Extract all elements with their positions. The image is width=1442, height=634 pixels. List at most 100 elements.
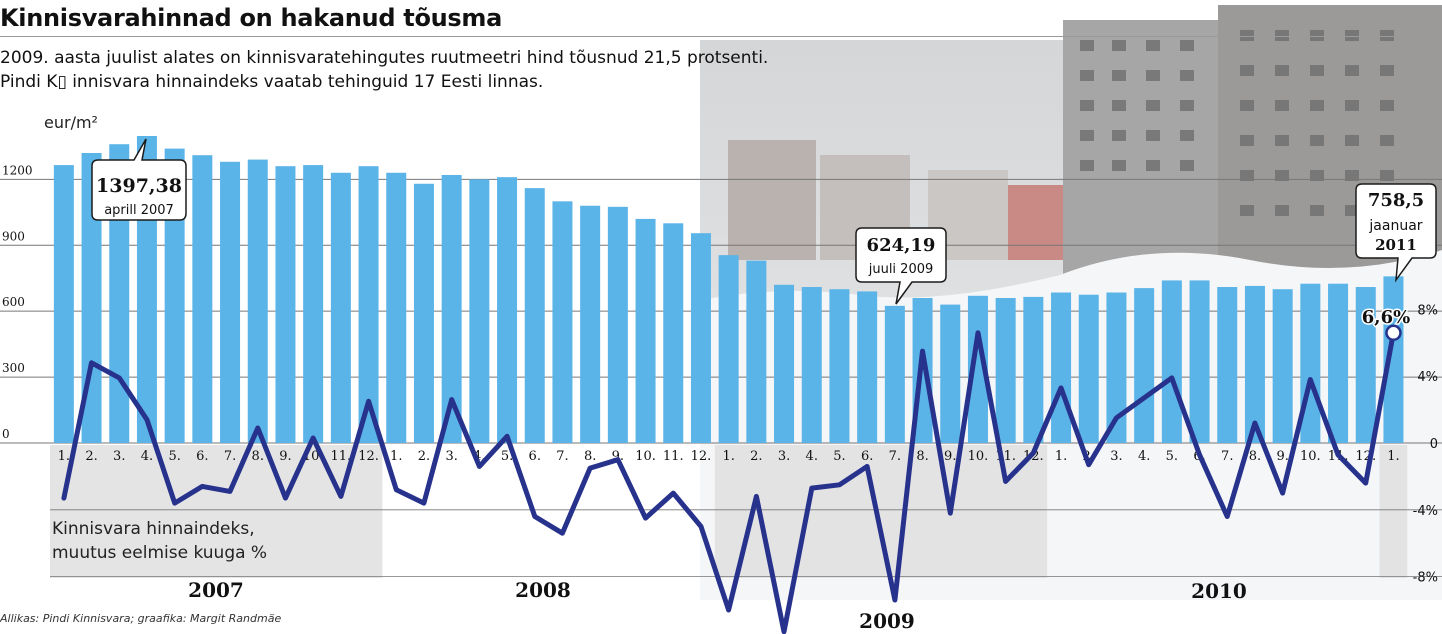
bar-20 <box>607 206 628 443</box>
year-band-1 <box>714 445 1048 578</box>
left-tick-1: 300 <box>2 361 25 375</box>
bar-42 <box>1217 287 1238 443</box>
bar-39 <box>1134 288 1155 443</box>
month-label-19: 8. <box>584 449 596 464</box>
bar-26 <box>774 284 795 443</box>
callout-min-label: juuli 2009 <box>868 262 934 277</box>
month-label-36: 1. <box>1055 449 1067 464</box>
callout-max: 1397,38 aprill 2007 <box>91 138 187 221</box>
bar-11 <box>358 166 379 444</box>
bar-0 <box>53 165 74 443</box>
month-label-33: 10. <box>968 449 989 464</box>
month-label-3: 4. <box>141 449 153 464</box>
month-label-24: 1. <box>722 449 734 464</box>
month-label-27: 4. <box>806 449 818 464</box>
bar-30 <box>884 305 905 443</box>
subtitle-line-1: 2009. aasta juulist alates on kinnisvara… <box>0 48 769 68</box>
month-label-17: 6. <box>529 449 541 464</box>
year-label-2007: 2007 <box>188 578 244 602</box>
latest-change-marker <box>1385 324 1402 342</box>
month-label-48: 1. <box>1387 449 1399 464</box>
bar-17 <box>524 188 545 443</box>
bar-34 <box>995 297 1016 443</box>
month-label-39: 4. <box>1138 449 1150 464</box>
line-series-label-1: Kinnisvara hinnaindeks, <box>52 519 255 539</box>
bar-18 <box>552 201 573 443</box>
bar-7 <box>247 159 268 443</box>
month-labels: 1. 2. 3. 4. 5. 6. 7. 8. 9. 10. 11. 12. 1. 2. 3. 4. 5. 6. 7… <box>58 449 1400 464</box>
callout-latest-value: 758,5 <box>1368 190 1424 211</box>
bar-27 <box>801 287 822 443</box>
month-label-1: 2. <box>85 449 97 464</box>
month-label-23: 12. <box>691 449 712 464</box>
month-label-12: 1. <box>390 449 402 464</box>
callout-min-value: 624,19 <box>867 235 936 256</box>
index-change-line <box>61 330 1396 634</box>
bar-28 <box>829 289 850 443</box>
bar-43 <box>1244 285 1265 443</box>
year-label-2009: 2009 <box>859 609 915 633</box>
line-series-label-2: muutus eelmise kuuga % <box>52 543 267 563</box>
bar-38 <box>1106 292 1127 443</box>
unit-label: eur/m² <box>44 113 98 132</box>
left-tick-0: 0 <box>2 427 10 441</box>
year-label-2010: 2010 <box>1191 579 1247 603</box>
bar-19 <box>580 205 601 443</box>
month-label-40: 5. <box>1166 449 1178 464</box>
left-axis: 0 300 600 900 1200 <box>2 163 33 441</box>
right-tick-1: 4% <box>1417 370 1438 385</box>
year-labels: 2007 2008 2009 2010 <box>188 578 1247 633</box>
month-label-10: 11. <box>331 449 352 464</box>
right-tick-4: -8% <box>1413 571 1438 586</box>
callout-max-label: aprill 2007 <box>104 203 174 218</box>
month-label-30: 7. <box>889 449 901 464</box>
callout-latest-label-1: jaanuar <box>1368 218 1422 234</box>
bar-41 <box>1189 280 1210 443</box>
bar-24 <box>718 255 739 443</box>
bar-37 <box>1078 294 1099 443</box>
bar-14 <box>441 174 462 443</box>
bar-32 <box>940 304 961 443</box>
month-label-26: 3. <box>778 449 790 464</box>
bar-5 <box>192 155 213 443</box>
bar-40 <box>1161 280 1182 443</box>
bar-36 <box>1051 292 1072 443</box>
month-label-29: 6. <box>861 449 873 464</box>
right-tick-3: -4% <box>1413 504 1438 519</box>
bar-10 <box>330 172 351 444</box>
year-bands <box>50 445 1408 578</box>
month-label-38: 3. <box>1110 449 1122 464</box>
title-rule <box>0 36 1442 37</box>
month-label-13: 2. <box>418 449 430 464</box>
price-bars <box>53 135 1404 444</box>
bar-35 <box>1023 296 1044 443</box>
bar-1 <box>81 152 102 443</box>
bar-23 <box>690 233 711 443</box>
callout-latest: 758,5 jaanuar 2011 <box>1355 183 1437 283</box>
month-label-11: 12. <box>358 449 379 464</box>
bar-46 <box>1328 283 1349 443</box>
bar-16 <box>497 177 518 443</box>
bar-12 <box>386 172 407 444</box>
bar-33 <box>967 295 988 443</box>
bar-8 <box>275 166 296 444</box>
month-label-22: 11. <box>663 449 684 464</box>
month-label-31: 8. <box>916 449 928 464</box>
right-tick-0: 8% <box>1417 303 1438 318</box>
left-tick-4: 1200 <box>2 163 33 177</box>
chart-title: Kinnisvarahinnad on hakanud tõusma <box>0 4 503 32</box>
month-label-4: 5. <box>168 449 180 464</box>
line-series-label: Kinnisvara hinnaindeks, muutus eelmise k… <box>52 519 267 563</box>
bar-6 <box>220 161 241 443</box>
left-tick-3: 900 <box>2 229 25 243</box>
bar-47 <box>1355 287 1376 443</box>
latest-change-label: 6,6% <box>1362 307 1410 328</box>
month-label-21: 10. <box>635 449 656 464</box>
month-label-2: 3. <box>113 449 125 464</box>
month-label-5: 6. <box>196 449 208 464</box>
bar-9 <box>303 165 324 443</box>
callout-latest-label-2: 2011 <box>1375 236 1417 254</box>
bar-29 <box>857 291 878 443</box>
month-label-32: 9. <box>944 449 956 464</box>
year-band-2 <box>1379 445 1408 578</box>
